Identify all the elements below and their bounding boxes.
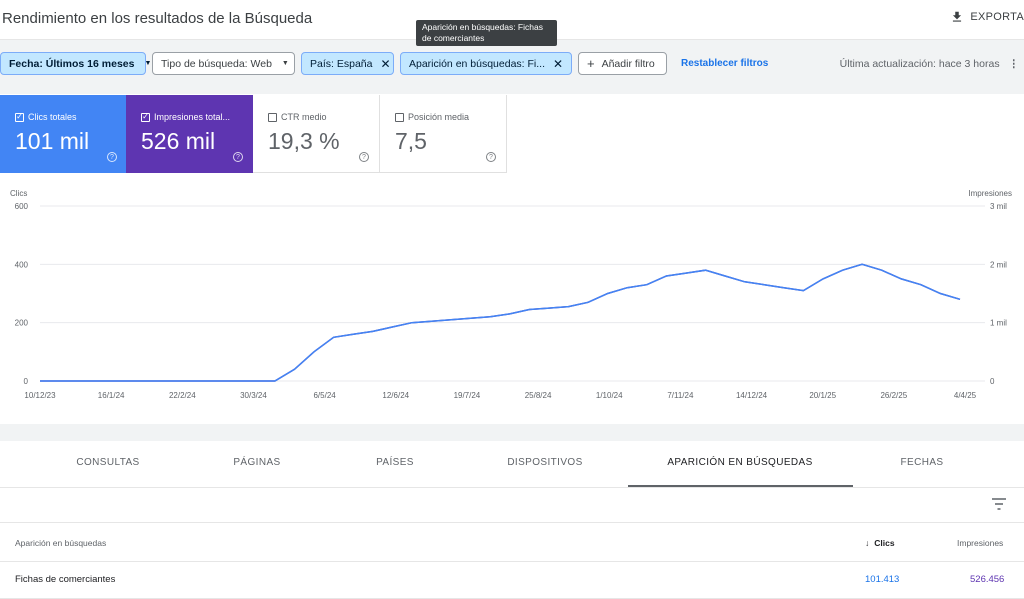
help-icon[interactable]: ? (107, 152, 117, 162)
metric-value: 101 mil (15, 128, 90, 154)
metric-value: 19,3 % (268, 128, 340, 154)
tab-search-appearance[interactable]: APARICIÓN EN BÚSQUEDAS (667, 457, 813, 468)
left-tick-label: 0 (24, 377, 29, 386)
search-type-label: Tipo de búsqueda: Web (161, 57, 272, 70)
checkbox-unchecked-icon[interactable] (268, 112, 277, 122)
date-filter-chip[interactable]: Fecha: Últimos 16 meses ▼ (0, 52, 151, 75)
appearance-filter-label: Aparición en búsquedas: Fi... (409, 57, 545, 70)
filter-tooltip: Aparición en búsquedas: Fichas de comerc… (416, 20, 557, 46)
last-updated-text: Última actualización: hace 3 horas ⋮ (840, 58, 1019, 70)
divider (0, 522, 1024, 523)
x-tick-label: 6/5/24 (313, 391, 336, 400)
metric-position[interactable]: Posición media 7,5 ? (380, 95, 507, 173)
caret-down-icon: ▼ (144, 60, 152, 67)
page-title: Rendimiento en los resultados de la Búsq… (2, 10, 313, 27)
metric-label: Clics totales (28, 112, 77, 122)
add-filter-button[interactable]: + Añadir filtro (578, 52, 667, 75)
right-tick-label: 3 mil (990, 202, 1007, 211)
country-filter-chip[interactable]: País: España ✕ (301, 52, 394, 75)
country-filter-label: País: España (310, 57, 373, 70)
x-tick-label: 25/8/24 (525, 391, 552, 400)
performance-chart: Clics Impresiones 0 0 200 1 mil 400 2 mil 600 3 m… (10, 189, 1012, 400)
x-tick-label: 7/11/24 (667, 391, 694, 400)
x-tick-label: 19/7/24 (454, 391, 481, 400)
more-vert-icon[interactable]: ⋮ (1008, 58, 1020, 70)
right-tick-label: 0 (990, 377, 995, 386)
x-tick-label: 4/4/25 (954, 391, 977, 400)
left-tick-label: 400 (15, 260, 29, 269)
divider (0, 561, 1024, 562)
metric-value: 7,5 (395, 128, 427, 154)
x-tick-label: 1/10/24 (596, 391, 623, 400)
tab-devices[interactable]: DISPOSITIVOS (507, 457, 583, 468)
x-tick-label: 14/12/24 (736, 391, 768, 400)
x-tick-label: 26/2/25 (880, 391, 907, 400)
metric-label: CTR medio (281, 112, 327, 122)
left-tick-label: 200 (15, 319, 29, 328)
checkbox-checked-icon[interactable]: ✓ (141, 112, 150, 122)
export-label: EXPORTA (970, 11, 1024, 23)
close-icon[interactable]: ✕ (380, 56, 391, 71)
filter-bar: Fecha: Últimos 16 meses ▼ Tipo de búsque… (0, 41, 1024, 85)
x-tick-label: 30/3/24 (240, 391, 267, 400)
plus-icon: + (587, 56, 595, 71)
x-tick-label: 22/2/24 (169, 391, 196, 400)
column-header-clicks-label: Clics (874, 538, 895, 548)
column-header-appearance[interactable]: Aparición en búsquedas (15, 538, 107, 548)
table-cell-impressions: 526.456 (970, 574, 1005, 585)
caret-down-icon: ▼ (281, 60, 289, 67)
x-tick-label: 16/1/24 (98, 391, 125, 400)
right-axis-title: Impresiones (968, 189, 1012, 198)
left-axis-title: Clics (10, 189, 27, 198)
x-tick-label: 20/1/25 (809, 391, 836, 400)
table-cell-name[interactable]: Fichas de comerciantes (15, 574, 116, 585)
checkbox-checked-icon[interactable]: ✓ (15, 112, 24, 122)
export-button[interactable]: EXPORTA (950, 10, 1024, 24)
help-icon[interactable]: ? (486, 152, 496, 162)
right-tick-label: 1 mil (990, 319, 1007, 328)
reset-filters-link[interactable]: Restablecer filtros (681, 58, 769, 69)
metric-clicks[interactable]: ✓ Clics totales 101 mil ? (0, 95, 127, 173)
metric-label: Impresiones total... (154, 112, 231, 122)
x-tick-label: 10/12/23 (24, 391, 56, 400)
help-icon[interactable]: ? (359, 152, 369, 162)
metric-value: 526 mil (141, 128, 216, 154)
search-type-chip[interactable]: Tipo de búsqueda: Web ▼ (152, 52, 295, 75)
dimension-tabs: CONSULTAS PÁGINAS PAÍSES DISPOSITIVOS AP… (0, 441, 1024, 599)
last-updated-label: Última actualización: hace 3 horas (839, 58, 1000, 70)
metric-impressions[interactable]: ✓ Impresiones total... 526 mil ? (126, 95, 253, 173)
column-header-impressions[interactable]: Impresiones (957, 538, 1004, 548)
close-icon[interactable]: ✕ (553, 56, 564, 71)
series-line-0 (40, 263, 961, 382)
checkbox-unchecked-icon[interactable] (395, 112, 404, 122)
tab-queries[interactable]: CONSULTAS (76, 457, 140, 468)
filter-list-icon[interactable] (992, 498, 1006, 510)
metric-ctr[interactable]: CTR medio 19,3 % ? (253, 95, 380, 173)
date-filter-label: Fecha: Últimos 16 meses (9, 57, 135, 70)
table-cell-clicks: 101.413 (865, 574, 900, 585)
appearance-filter-chip[interactable]: Aparición en búsquedas: Fi... ✕ (400, 52, 572, 75)
metric-label: Posición media (408, 112, 470, 122)
tab-countries[interactable]: PAÍSES (376, 457, 414, 468)
column-header-clicks[interactable]: ↓ Clics (865, 538, 895, 548)
divider (0, 487, 1024, 488)
arrow-down-icon: ↓ (865, 538, 870, 548)
x-tick-label: 12/6/24 (382, 391, 409, 400)
left-tick-label: 600 (15, 202, 29, 211)
right-tick-label: 2 mil (990, 260, 1007, 269)
tab-pages[interactable]: PÁGINAS (233, 457, 281, 468)
add-filter-label: Añadir filtro (601, 57, 655, 70)
help-icon[interactable]: ? (233, 152, 243, 162)
tab-dates[interactable]: FECHAS (900, 457, 944, 468)
download-icon (953, 11, 962, 22)
active-tab-indicator (628, 485, 853, 487)
